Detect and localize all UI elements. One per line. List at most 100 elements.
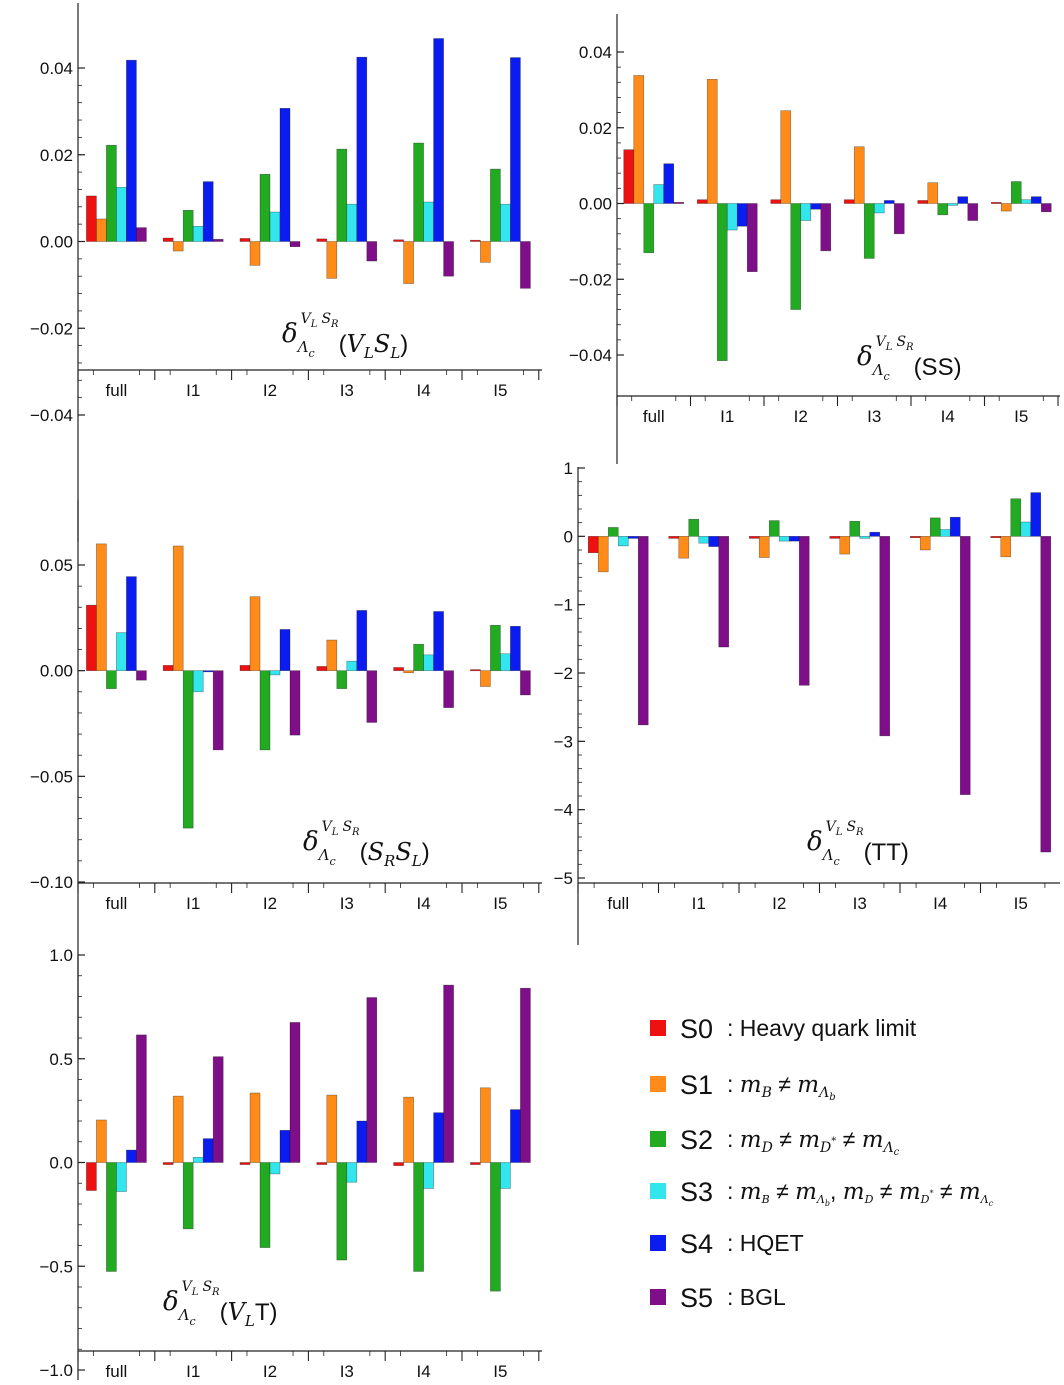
legend-swatch-s2 [650,1131,666,1147]
x-tick-label-srsl-i2: I2 [263,894,277,913]
y-tick-label-vlt: −1.0 [39,1361,73,1380]
legend-label-s0: S0 [680,1014,713,1044]
annotation-vlsl: δΛcVL SR(VLSL) [282,311,408,362]
x-tick-label-ss-i3: I3 [867,407,881,426]
bar-vlt-i1-s2 [182,1162,194,1230]
bar-vlt-i3-s5 [366,997,378,1163]
bar-tt-i2-s1 [758,536,770,558]
bar-ss-i3-s5 [893,203,905,235]
legend-label-s2: S2 [680,1125,713,1155]
bar-vlsl-i1-s3 [192,226,204,242]
legend-label-s3: S3 [680,1177,713,1207]
panel-vlsl: 0.04 0.02 0.00 −0.02 −0.04 full I1 I2 I3 I4 I5 [30,3,542,542]
y-tick-label-vlsl: 0.00 [40,233,73,252]
bar-vlsl-i4-s0 [393,239,404,242]
bar-vlsl-i2-s0 [239,238,251,242]
legend-swatch-s3 [650,1183,666,1199]
bar-vlt-i2-s4 [279,1130,291,1163]
bar-srsl-i1-s5 [212,670,224,751]
bar-vlsl-full-s3 [116,186,127,242]
bar-ss-i1-s1 [706,78,718,204]
bar-tt-i4-s1 [919,536,931,551]
y-tick-label-ss: 0.00 [579,195,612,214]
x-tick-label-vlsl-i4: I4 [417,381,431,400]
y-tick-label-tt: −4 [554,801,573,820]
bar-srsl-i2-s3 [269,670,281,676]
y-tick-label-srsl: −0.05 [30,767,73,786]
bar-ss-i5-s0 [990,202,1002,204]
bar-srsl-full-s5 [136,670,147,681]
bar-srsl-i5-s0 [470,669,481,672]
bar-ss-i4-s4 [957,196,969,204]
legend-label-s4: S4 [680,1229,713,1259]
x-tick-label-vlsl-i2: I2 [263,381,277,400]
x-tick-label-srsl-i4: I4 [417,894,431,913]
bar-vlt-i3-s0 [316,1162,328,1165]
bar-tt-i5-s3 [1020,521,1032,537]
bar-vlt-i1-s4 [202,1138,214,1163]
x-tick-label-vlsl-i1: I1 [186,381,200,400]
bar-srsl-i5-s5 [520,670,531,696]
bar-ss-full-s5 [673,202,685,204]
bar-tt-i2-s5 [798,536,810,686]
bar-tt-i3-s0 [829,536,841,539]
bar-tt-i3-s2 [849,520,861,537]
x-tick-label-srsl-i1: I1 [186,894,200,913]
x-tick-label-ss-i1: I1 [720,407,734,426]
bar-ss-i1-s0 [696,199,708,204]
x-tick-label-ss-i2: I2 [794,407,808,426]
x-tick-label-vlt-i3: I3 [340,1362,354,1381]
bar-ss-i3-s1 [853,146,865,204]
bar-ss-i5-s4 [1030,196,1042,204]
bar-ss-i2-s5 [820,203,832,252]
y-tick-label-ss: 0.04 [579,43,612,62]
bar-srsl-i3-s4 [356,610,368,671]
legend-item-s5: S5 : BGL [650,1283,786,1313]
bar-ss-i2-s4 [810,203,822,210]
y-tick-label-tt: −2 [554,664,573,683]
bar-vlt-full-s1 [96,1119,107,1163]
bar-vlt-i1-s5 [212,1056,224,1163]
bar-vlsl-i1-s1 [172,241,184,252]
bar-vlt-full-s2 [106,1162,117,1272]
legend-item-s3: S3 : mB ≠ mΛb, mD ≠ mD* ≠ mΛc [650,1177,994,1208]
bar-srsl-i4-s1 [403,670,414,674]
bar-vlt-i5-s4 [510,1109,521,1163]
y-tick-label-tt: −1 [554,596,573,615]
bar-srsl-i4-s0 [393,667,404,671]
y-tick-label-tt: −3 [554,732,573,751]
bar-srsl-i2-s1 [249,596,261,671]
bar-srsl-i2-s2 [259,670,271,751]
bar-vlt-i3-s4 [356,1120,368,1163]
bar-ss-i1-s4 [736,203,748,227]
bar-srsl-i4-s5 [443,670,454,708]
legend-desc-s3: : mB ≠ mΛb, mD ≠ mD* ≠ mΛc [727,1178,994,1208]
bar-ss-i5-s2 [1010,181,1022,204]
bar-srsl-i5-s3 [500,653,511,671]
bar-tt-i5-s1 [1000,536,1012,558]
panel-ss: 0.04 0.02 0.00 −0.02 −0.04 full I1 I2 I3 I4 I5 [569,14,1060,464]
legend-desc-s2: : mD ≠ mD* ≠ mΛc [727,1126,900,1158]
bar-vlt-i1-s1 [172,1095,184,1163]
bar-vlsl-i5-s4 [510,57,521,242]
bar-tt-i3-s1 [839,536,851,555]
bar-srsl-i1-s2 [182,670,194,829]
bar-srsl-full-s1 [96,543,107,671]
bar-srsl-i4-s3 [423,654,434,671]
x-tick-label-vlt-full: full [106,1362,128,1381]
legend-swatch-s0 [650,1020,666,1036]
bar-vlsl-i3-s2 [336,148,348,242]
bar-vlsl-i4-s5 [443,241,454,277]
panel-srsl: 0.05 0.00 −0.05 −0.10 full I1 I2 I3 I4 I5 [30,500,542,1058]
x-tick-label-vlsl-i5: I5 [493,381,507,400]
bar-tt-full-s2 [607,527,619,537]
bar-srsl-i3-s1 [326,639,338,671]
bar-ss-full-s1 [633,75,645,204]
bar-tt-i5-s5 [1040,536,1052,853]
bar-ss-i2-s3 [800,203,812,221]
bar-vlt-i4-s5 [443,984,454,1163]
bar-vlsl-full-s5 [136,227,147,242]
bar-vlt-i5-s2 [490,1162,501,1292]
